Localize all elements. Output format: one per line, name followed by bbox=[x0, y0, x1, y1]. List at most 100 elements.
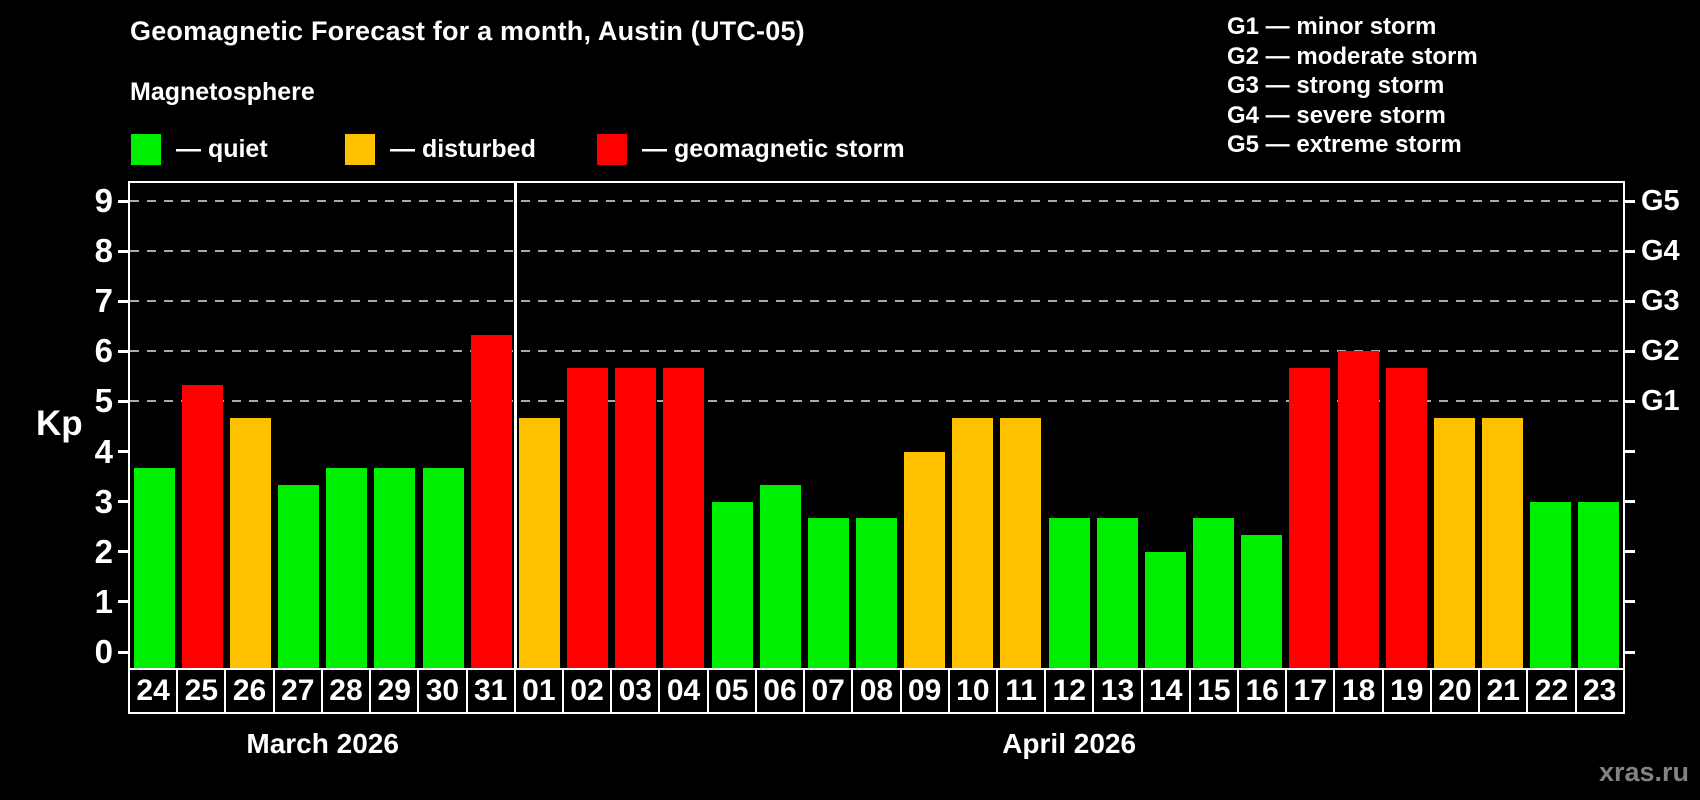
gridline-kp5 bbox=[130, 400, 1623, 403]
legend-item-quiet: — quiet bbox=[131, 133, 268, 165]
day-box-13: 13 bbox=[1092, 668, 1143, 714]
right-tick-4 bbox=[1624, 450, 1635, 454]
kp-bar-14 bbox=[1144, 551, 1186, 668]
kp-bar-24 bbox=[133, 468, 175, 668]
kp-bar-16 bbox=[1241, 535, 1283, 668]
y-tick-label-3: 3 bbox=[94, 482, 113, 520]
day-box-16: 16 bbox=[1237, 668, 1288, 714]
day-box-26: 26 bbox=[224, 668, 275, 714]
kp-bar-03 bbox=[615, 367, 657, 668]
g-scale-legend: G1 — minor storm G2 — moderate storm G3 — … bbox=[1227, 12, 1478, 160]
right-tick-2 bbox=[1624, 550, 1635, 554]
y-tick-label-1: 1 bbox=[94, 582, 113, 620]
left-tick-5 bbox=[118, 399, 129, 403]
kp-bar-04 bbox=[663, 367, 705, 668]
day-box-12: 12 bbox=[1044, 668, 1095, 714]
gridline-kp8 bbox=[130, 250, 1623, 253]
kp-bar-30 bbox=[422, 468, 464, 668]
g-level-label-G4: G4 bbox=[1641, 235, 1680, 268]
left-tick-8 bbox=[118, 249, 129, 253]
day-box-22: 22 bbox=[1526, 668, 1577, 714]
legend-label-quiet: — quiet bbox=[176, 134, 268, 163]
left-tick-9 bbox=[118, 199, 129, 203]
y-tick-label-8: 8 bbox=[94, 232, 113, 270]
right-tick-3 bbox=[1624, 500, 1635, 504]
day-box-25: 25 bbox=[176, 668, 227, 714]
kp-bar-18 bbox=[1337, 351, 1379, 668]
storm-color-swatch bbox=[597, 133, 627, 165]
right-tick-8 bbox=[1624, 249, 1635, 253]
kp-bar-31 bbox=[470, 334, 512, 668]
g-level-label-G2: G2 bbox=[1641, 335, 1680, 368]
day-box-03: 03 bbox=[610, 668, 661, 714]
g-legend-line-4: G4 — severe storm bbox=[1227, 101, 1446, 129]
plot-area bbox=[128, 181, 1625, 670]
magnetosphere-label: Magnetosphere bbox=[130, 78, 315, 106]
day-box-19: 19 bbox=[1381, 668, 1432, 714]
kp-bar-29 bbox=[374, 468, 416, 668]
right-tick-5 bbox=[1624, 399, 1635, 403]
left-tick-3 bbox=[118, 500, 129, 504]
day-box-28: 28 bbox=[320, 668, 372, 714]
left-tick-4 bbox=[118, 450, 129, 454]
day-box-14: 14 bbox=[1140, 668, 1191, 714]
g-level-label-G5: G5 bbox=[1641, 185, 1680, 217]
y-tick-label-4: 4 bbox=[94, 432, 113, 470]
kp-bar-01 bbox=[518, 417, 560, 668]
kp-bar-07 bbox=[807, 518, 849, 668]
left-tick-2 bbox=[118, 550, 129, 554]
day-box-18: 18 bbox=[1333, 668, 1384, 714]
day-box-06: 06 bbox=[754, 668, 806, 714]
watermark: xras.ru bbox=[1598, 757, 1689, 787]
left-tick-0 bbox=[118, 650, 129, 654]
right-tick-9 bbox=[1624, 199, 1635, 203]
kp-bar-17 bbox=[1289, 367, 1331, 668]
kp-bar-28 bbox=[326, 468, 368, 668]
kp-bar-26 bbox=[229, 417, 271, 668]
y-tick-label-7: 7 bbox=[94, 282, 113, 320]
kp-bar-06 bbox=[759, 485, 801, 668]
kp-bar-27 bbox=[278, 485, 320, 668]
chart-title: Geomagnetic Forecast for a month, Austin… bbox=[130, 16, 805, 46]
left-tick-6 bbox=[118, 349, 129, 353]
day-box-09: 09 bbox=[899, 668, 950, 714]
day-box-07: 07 bbox=[803, 668, 854, 714]
legend-label-storm: — geomagnetic storm bbox=[642, 134, 905, 163]
day-box-24: 24 bbox=[128, 668, 179, 714]
y-tick-label-5: 5 bbox=[94, 382, 113, 420]
day-box-21: 21 bbox=[1478, 668, 1529, 714]
day-box-08: 08 bbox=[851, 668, 902, 714]
day-box-20: 20 bbox=[1429, 668, 1481, 714]
right-tick-1 bbox=[1624, 600, 1635, 604]
day-box-17: 17 bbox=[1285, 668, 1336, 714]
kp-bar-02 bbox=[567, 367, 609, 668]
g-level-label-G3: G3 bbox=[1641, 285, 1680, 318]
gridline-kp6 bbox=[130, 350, 1623, 353]
kp-bar-22 bbox=[1530, 501, 1572, 668]
kp-bar-15 bbox=[1193, 518, 1235, 668]
month-label-april: April 2026 bbox=[1002, 728, 1137, 759]
day-box-01: 01 bbox=[513, 668, 564, 714]
kp-bar-20 bbox=[1433, 417, 1475, 668]
day-box-15: 15 bbox=[1188, 668, 1240, 714]
g-legend-line-5: G5 — extreme storm bbox=[1227, 131, 1462, 158]
gridline-kp9 bbox=[130, 200, 1623, 202]
day-box-02: 02 bbox=[561, 668, 613, 714]
kp-axis-label: Kp bbox=[36, 404, 83, 443]
month-label-march: March 2026 bbox=[246, 728, 399, 759]
legend-item-disturbed: — disturbed bbox=[345, 133, 536, 165]
kp-bar-21 bbox=[1482, 417, 1524, 668]
kp-bar-23 bbox=[1578, 501, 1620, 668]
left-tick-1 bbox=[118, 600, 129, 604]
day-box-29: 29 bbox=[369, 668, 420, 714]
kp-bar-13 bbox=[1096, 518, 1138, 668]
y-tick-label-6: 6 bbox=[94, 332, 113, 370]
month-separator bbox=[513, 183, 517, 670]
day-box-30: 30 bbox=[417, 668, 468, 714]
right-tick-6 bbox=[1624, 349, 1635, 353]
legend-label-disturbed: — disturbed bbox=[390, 134, 536, 163]
kp-bar-10 bbox=[952, 417, 994, 668]
day-axis: 24 25 26 27 28 29 30 31 01 02 03 04 05 06 07 08 09 10 11 12… bbox=[128, 668, 1625, 714]
day-box-11: 11 bbox=[995, 668, 1047, 714]
